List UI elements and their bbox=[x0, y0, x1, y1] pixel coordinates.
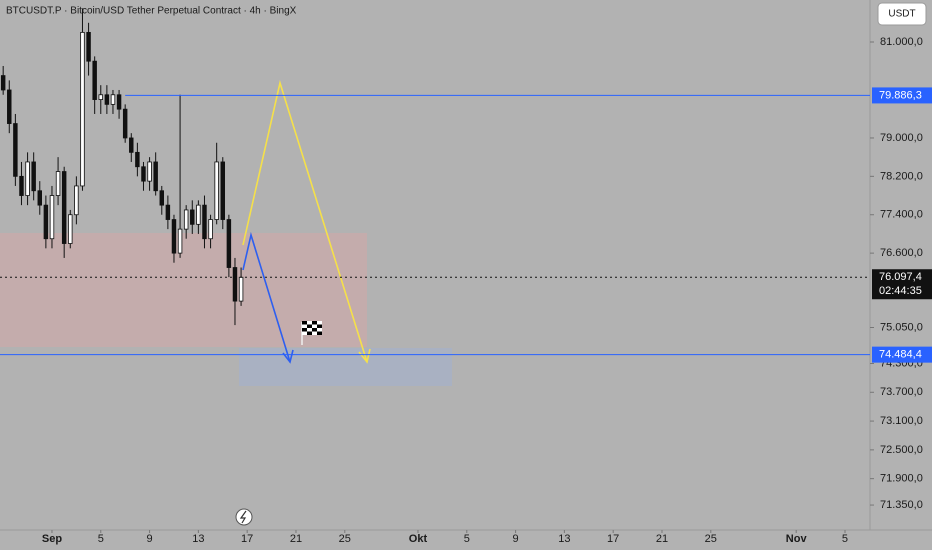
x-tick-label: 9 bbox=[147, 533, 153, 545]
y-tick-label: 73.700,0 bbox=[880, 386, 923, 398]
last-price-label: 76.097,4 bbox=[879, 271, 922, 283]
candle-body bbox=[92, 60, 97, 100]
target-flag bbox=[301, 321, 322, 345]
y-tick-label: 73.100,0 bbox=[880, 415, 923, 427]
chart-title: BTCUSDT.P · Bitcoin/USD Tether Perpetual… bbox=[6, 6, 297, 17]
x-tick-label: Okt bbox=[409, 533, 428, 545]
candle-body bbox=[61, 171, 67, 244]
x-tick-label: 9 bbox=[513, 533, 519, 545]
x-tick-label: 17 bbox=[241, 533, 253, 545]
candle-body bbox=[165, 204, 171, 220]
x-tick-label: 13 bbox=[192, 533, 204, 545]
x-tick-label: 25 bbox=[705, 533, 717, 545]
y-tick-label: 79.000,0 bbox=[880, 132, 923, 144]
x-tick-label: 5 bbox=[464, 533, 470, 545]
x-tick-label: 17 bbox=[607, 533, 619, 545]
candle-body bbox=[159, 190, 165, 206]
currency-button[interactable] bbox=[877, 2, 927, 26]
x-tick-label: Nov bbox=[786, 533, 808, 545]
candle-body bbox=[7, 89, 12, 124]
candle-body bbox=[202, 204, 207, 240]
candle-body bbox=[0, 75, 6, 91]
candle-body bbox=[135, 151, 140, 168]
y-tick-label: 76.600,0 bbox=[880, 247, 923, 259]
candle-body bbox=[196, 204, 201, 225]
candle-body bbox=[190, 209, 195, 225]
candle-body bbox=[25, 161, 30, 196]
replay-icon[interactable] bbox=[235, 508, 253, 526]
x-tick-label: 21 bbox=[656, 533, 668, 545]
currency-label[interactable]: USDT bbox=[888, 9, 915, 20]
level-label-bg bbox=[872, 87, 932, 104]
candle-body bbox=[122, 108, 128, 139]
candle-body bbox=[177, 228, 183, 254]
candle-body bbox=[183, 209, 189, 230]
last-price-bg bbox=[872, 269, 932, 300]
y-tick-label: 71.350,0 bbox=[880, 499, 923, 511]
candle-body bbox=[80, 31, 85, 187]
candle-body bbox=[13, 123, 18, 177]
y-tick-label: 75.050,0 bbox=[880, 321, 923, 333]
candle-body bbox=[110, 94, 116, 105]
candle-body bbox=[37, 190, 43, 206]
candle-body bbox=[171, 219, 177, 254]
arrow-head-yellow bbox=[358, 348, 371, 364]
candle-body bbox=[238, 276, 244, 302]
candle-body bbox=[116, 94, 122, 110]
x-tick-label: 25 bbox=[339, 533, 351, 545]
candle-body bbox=[19, 175, 24, 196]
arrow-head-blue bbox=[282, 349, 294, 364]
x-tick-label: 13 bbox=[558, 533, 570, 545]
plot-area bbox=[0, 8, 244, 326]
candle-body bbox=[153, 161, 158, 192]
countdown: 02:44:35 bbox=[879, 285, 922, 297]
y-tick-label: 72.500,0 bbox=[880, 444, 923, 456]
projection-yellow bbox=[242, 79, 368, 363]
level-label: 74.484,4 bbox=[879, 349, 922, 361]
candle-body bbox=[68, 214, 73, 244]
y-tick-label: 81.000,0 bbox=[880, 36, 923, 48]
x-tick-label: 5 bbox=[842, 533, 848, 545]
candle-body bbox=[104, 94, 110, 105]
candle-body bbox=[208, 219, 213, 240]
candle-body bbox=[86, 31, 91, 62]
candle-body bbox=[214, 161, 219, 220]
candle-body bbox=[232, 267, 238, 302]
y-tick-label: 77.400,0 bbox=[880, 209, 923, 221]
candle-body bbox=[129, 137, 134, 153]
candle-body bbox=[147, 161, 152, 182]
candle-body bbox=[55, 171, 61, 196]
level-label-bg bbox=[872, 346, 932, 363]
x-tick-label: Sep bbox=[42, 533, 62, 545]
target-zone bbox=[239, 348, 452, 386]
candle-body bbox=[74, 185, 79, 216]
level-label: 79.886,3 bbox=[879, 89, 922, 101]
candle-body bbox=[31, 161, 36, 192]
candle-body bbox=[141, 166, 146, 182]
x-tick-label: 5 bbox=[98, 533, 104, 545]
y-tick-label: 78.200,0 bbox=[880, 170, 923, 182]
candle-body bbox=[98, 94, 104, 100]
candle-body bbox=[49, 195, 55, 240]
projection-blue bbox=[242, 231, 291, 363]
candle-body bbox=[220, 161, 226, 220]
candle-body bbox=[43, 204, 49, 240]
y-tick-label: 71.900,0 bbox=[880, 473, 923, 485]
candle-body bbox=[226, 219, 232, 268]
x-tick-label: 21 bbox=[290, 533, 302, 545]
